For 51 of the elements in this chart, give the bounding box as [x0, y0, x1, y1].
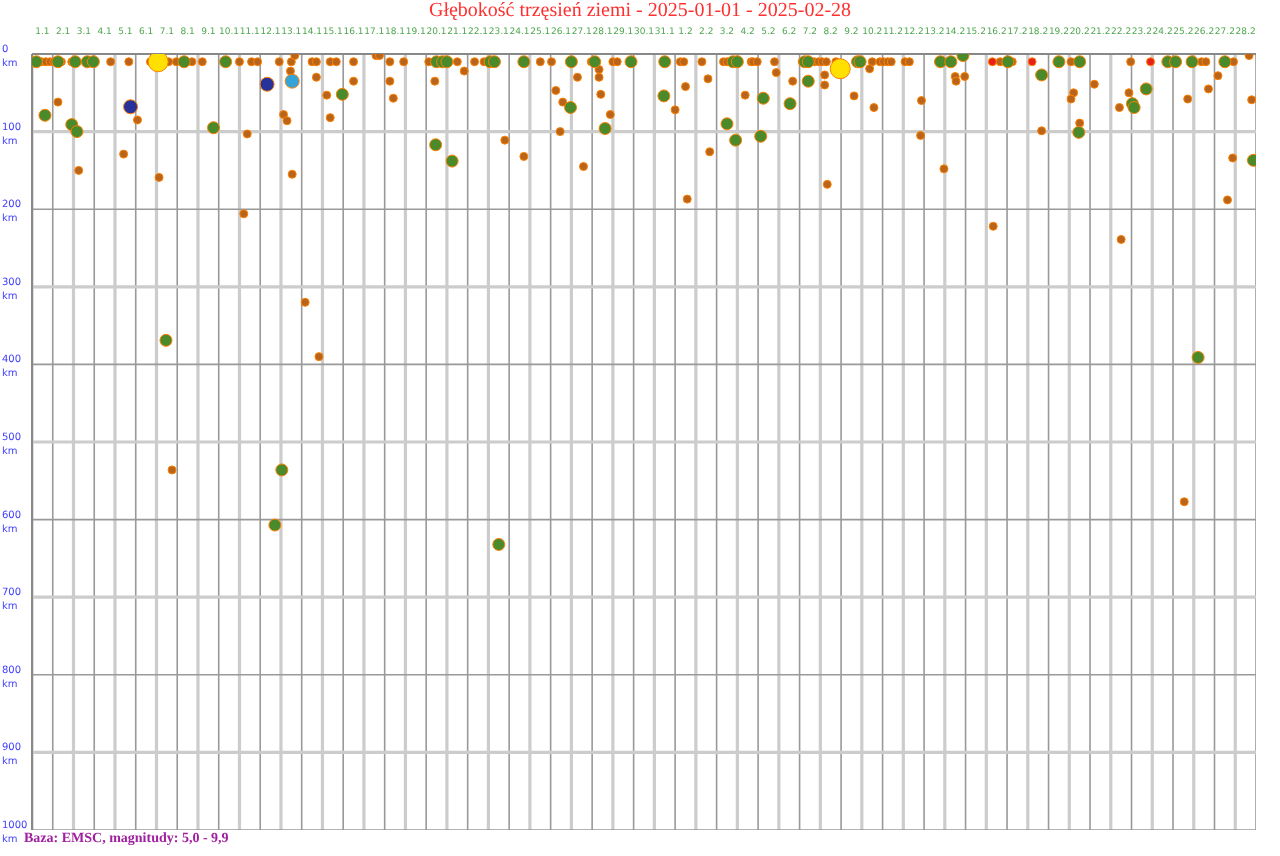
- point: [1027, 57, 1037, 67]
- point: [754, 129, 768, 143]
- chart-title: Głębokość trzęsień ziemi - 2025-01-01 - 2025-02-28: [426, 0, 854, 22]
- point: [829, 58, 851, 80]
- point: [68, 55, 82, 69]
- point: [564, 101, 578, 115]
- point: [275, 463, 289, 477]
- point: [987, 57, 997, 67]
- point: [801, 74, 815, 88]
- point: [564, 55, 578, 69]
- point: [219, 55, 233, 69]
- point: [944, 55, 958, 69]
- point: [123, 99, 139, 115]
- point: [38, 108, 52, 122]
- point: [588, 55, 602, 69]
- point: [598, 122, 612, 135]
- point: [756, 91, 770, 105]
- point: [207, 121, 221, 135]
- point: [1191, 350, 1205, 364]
- point: [1185, 55, 1199, 69]
- point: [147, 54, 169, 73]
- point: [70, 125, 84, 139]
- point: [1139, 82, 1153, 96]
- point: [1052, 55, 1066, 69]
- point: [335, 87, 349, 101]
- point: [492, 537, 506, 551]
- point: [284, 73, 300, 89]
- point: [1169, 55, 1183, 69]
- point: [624, 55, 638, 69]
- point: [268, 518, 282, 532]
- point: [51, 55, 65, 69]
- point: [445, 154, 459, 168]
- point: [259, 76, 275, 92]
- point: [1218, 55, 1232, 69]
- point: [1073, 55, 1087, 69]
- point: [658, 55, 672, 69]
- point: [1146, 57, 1156, 67]
- point: [177, 55, 191, 69]
- point: [729, 133, 743, 147]
- point: [783, 97, 797, 111]
- point: [657, 89, 671, 103]
- point: [159, 333, 173, 347]
- point: [1035, 68, 1049, 82]
- point: [1072, 125, 1086, 139]
- point: [517, 55, 531, 69]
- point: [1001, 55, 1015, 69]
- point: [933, 55, 947, 69]
- point: [720, 117, 734, 131]
- point: [32, 55, 43, 69]
- point: [429, 138, 443, 152]
- point: [86, 55, 100, 69]
